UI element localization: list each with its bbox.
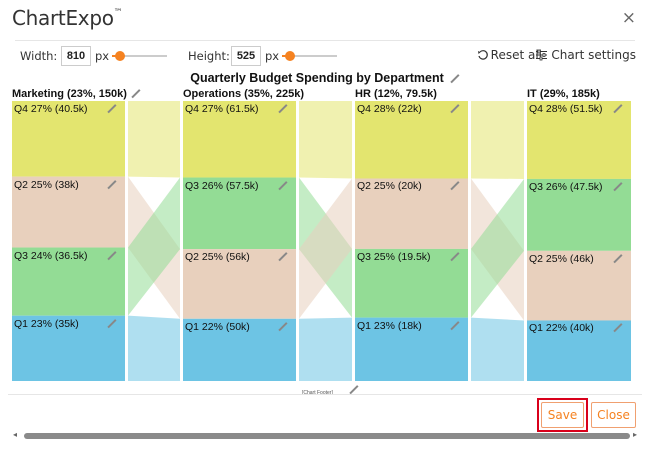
- edit-pencil-icon[interactable]: [613, 254, 623, 264]
- segment-label: Q1 23% (18k): [357, 319, 422, 332]
- close-icon[interactable]: ×: [621, 8, 636, 28]
- save-button[interactable]: Save: [541, 402, 584, 428]
- width-label: Width:: [20, 49, 58, 63]
- height-slider[interactable]: [282, 51, 337, 61]
- segment-label: Q2 25% (38k): [14, 178, 79, 191]
- segment-label: Q3 26% (57.5k): [185, 179, 259, 192]
- segment-label: Q3 24% (36.5k): [14, 249, 88, 262]
- chart-title-text[interactable]: Quarterly Budget Spending by Department: [190, 71, 444, 85]
- edit-pencil-icon[interactable]: [450, 181, 460, 191]
- flow-q4: [299, 101, 352, 179]
- divider: [15, 40, 635, 41]
- edit-pencil-icon[interactable]: [450, 252, 460, 262]
- scrollbar-thumb[interactable]: [24, 433, 630, 439]
- segment-label: Q4 28% (51.5k): [529, 103, 603, 115]
- scroll-right-icon[interactable]: ▸: [633, 430, 638, 439]
- flow-q4: [471, 101, 524, 179]
- segment-label: Q3 26% (47.5k): [529, 180, 603, 193]
- segment-label: Q2 25% (46k): [529, 252, 594, 265]
- edit-pencil-icon[interactable]: [107, 104, 117, 114]
- flow-q4: [128, 101, 180, 178]
- app-title-text: ChartExpo: [12, 6, 114, 30]
- edit-pencil-icon[interactable]: [278, 252, 288, 262]
- edit-pencil-icon[interactable]: [107, 319, 117, 329]
- flow-q3: [128, 177, 180, 316]
- segment-label: Q3 25% (19.5k): [357, 250, 431, 263]
- segment-label: Q2 25% (20k): [357, 180, 422, 193]
- trademark: ™: [113, 8, 123, 18]
- horizontal-scrollbar[interactable]: [20, 433, 630, 439]
- width-slider[interactable]: [112, 51, 167, 61]
- edit-pencil-icon[interactable]: [613, 323, 623, 333]
- edit-pencil-icon[interactable]: [278, 181, 288, 191]
- edit-pencil-icon[interactable]: [278, 104, 288, 114]
- slider-thumb[interactable]: [115, 51, 126, 61]
- segment-label: Q2 25% (56k): [185, 251, 250, 264]
- flow-q3: [471, 178, 524, 318]
- segment-label: Q1 22% (50k): [185, 320, 250, 333]
- app-title: ChartExpo™: [12, 6, 123, 30]
- edit-pencil-icon[interactable]: [450, 104, 460, 114]
- category-label[interactable]: HR (12%, 79.5k): [355, 88, 437, 100]
- height-unit: px: [265, 49, 280, 63]
- chart-title: Quarterly Budget Spending by Department: [0, 71, 650, 85]
- category-label[interactable]: Marketing (23%, 150k): [12, 88, 141, 100]
- chart-settings-button[interactable]: Chart settings: [535, 48, 636, 62]
- chart-footer[interactable]: [Chart Footer]: [302, 390, 333, 396]
- flow-q2: [299, 178, 352, 319]
- edit-pencil-icon[interactable]: [450, 321, 460, 331]
- width-input[interactable]: 810: [61, 46, 91, 66]
- edit-pencil-icon[interactable]: [131, 89, 141, 99]
- category-label[interactable]: Operations (35%, 225k): [183, 88, 305, 100]
- segment-label: Q4 28% (22k): [357, 103, 422, 115]
- flow-q1: [128, 315, 180, 381]
- width-unit: px: [95, 49, 110, 63]
- height-label: Height:: [188, 49, 230, 63]
- flow-q1: [471, 317, 524, 381]
- edit-pencil-icon[interactable]: [613, 182, 623, 192]
- reset-all-button[interactable]: Reset all: [477, 48, 542, 62]
- sliders-icon: [536, 49, 548, 61]
- divider: [8, 394, 642, 395]
- segment-label: Q1 22% (40k): [529, 322, 594, 335]
- reset-icon: [477, 50, 488, 60]
- edit-pencil-icon[interactable]: [278, 322, 288, 332]
- reset-all-label: Reset all: [490, 48, 542, 62]
- close-button[interactable]: Close: [591, 402, 636, 428]
- slider-thumb[interactable]: [285, 51, 296, 61]
- edit-pencil-icon[interactable]: [107, 251, 117, 261]
- segment-label: Q1 23% (35k): [14, 317, 79, 330]
- scroll-left-icon[interactable]: ◂: [13, 430, 18, 439]
- segment-label: Q4 27% (40.5k): [14, 103, 88, 115]
- segment-label: Q4 27% (61.5k): [185, 103, 259, 115]
- flow-q1: [299, 317, 352, 381]
- edit-pencil-icon[interactable]: [613, 104, 623, 114]
- height-input[interactable]: 525: [231, 46, 261, 66]
- toolbar: Width: 810 px Height: 525 px Reset all C…: [20, 46, 636, 68]
- category-label[interactable]: IT (29%, 185k): [527, 88, 600, 100]
- save-highlight: [537, 398, 588, 432]
- chart-settings-label: Chart settings: [551, 48, 636, 62]
- edit-pencil-icon[interactable]: [107, 180, 117, 190]
